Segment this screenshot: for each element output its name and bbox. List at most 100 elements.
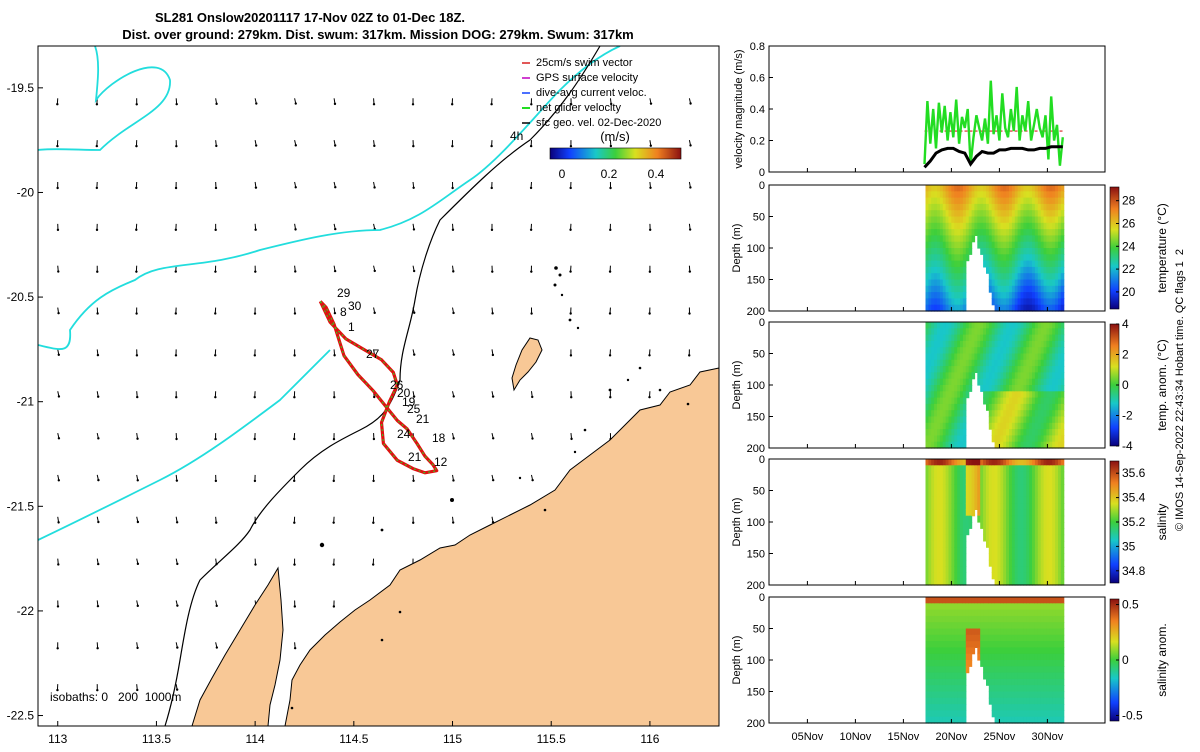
day-label-9: 21: [416, 412, 430, 426]
cell-salinity-276: [963, 560, 967, 567]
cell-salinity-273: [963, 541, 967, 548]
current-arrow-head-111: [333, 354, 335, 356]
current-arrow-head-51: [175, 354, 177, 356]
ytick-label-salinity-anom-1: 50: [753, 624, 765, 636]
panel-cells-temperature: [926, 185, 1065, 312]
colorbar-tick-label-temperature-1: 26: [1122, 216, 1136, 230]
cell-salinity-anom-870: [1061, 635, 1065, 642]
colorbar-tick-label-temperature-3: 22: [1122, 262, 1136, 276]
velocity-ylabel: velocity magnitude (m/s): [733, 49, 745, 168]
cell-salinity-anom-867: [1061, 616, 1065, 623]
current-arrow-head-6: [58, 354, 60, 356]
ytick-label-salinity-anom-3: 150: [747, 687, 765, 699]
current-arrow-head-33: [135, 229, 137, 231]
ytick-label-salinity-anom-4: 200: [747, 718, 765, 730]
current-arrow-head-232: [648, 396, 650, 398]
current-arrow-head-230: [648, 312, 650, 314]
current-arrow-head-41: [137, 563, 139, 565]
map-ytick-label-5: -22: [17, 604, 35, 618]
cell-salinity-anom-881: [1061, 704, 1065, 711]
current-arrow-head-98: [293, 438, 295, 440]
current-arrow-head-170: [491, 312, 493, 314]
current-arrow-head-141: [413, 353, 415, 355]
colorbar-label-salinity-anom: salinity anom.: [1155, 623, 1169, 696]
colorbar-tick-label-salinity-anom-1: 0: [1122, 653, 1129, 667]
current-arrow-head-242: [689, 186, 691, 188]
current-arrow-head-150: [451, 103, 453, 105]
map-colorbar-title: (m/s): [600, 129, 630, 144]
colorbar-tick-label-salinity-3: 35: [1122, 539, 1136, 553]
current-arrow-head-32: [135, 187, 137, 189]
cell-temperature-869: [1061, 217, 1065, 224]
current-arrow-head-96: [293, 354, 295, 356]
cell-salinity-866: [1061, 472, 1065, 479]
ytick-label-salinity-3: 150: [747, 549, 765, 561]
map-xtick-label-5: 115.5: [537, 732, 566, 746]
current-arrow-head-120: [373, 103, 375, 105]
cell-temp-anom-876: [1061, 398, 1065, 405]
cell-salinity-878: [1061, 547, 1065, 554]
current-arrow-head-4: [57, 270, 59, 272]
map-xtick-label-0: 113: [48, 732, 67, 746]
current-arrow-head-45: [175, 103, 177, 105]
cell-temperature-311: [972, 235, 976, 242]
current-arrow-head-92: [295, 186, 297, 188]
current-arrow-head-136: [412, 145, 414, 147]
cell-salinity-anom-876: [1061, 673, 1065, 680]
current-arrow-head-154: [452, 270, 454, 272]
current-arrow-head-93: [294, 228, 296, 230]
current-arrow-head-23: [97, 437, 99, 439]
current-arrow-head-144: [412, 480, 414, 482]
current-arrow-head-16: [96, 145, 98, 147]
current-arrow-head-174: [492, 479, 494, 481]
cell-salinity-867: [1061, 478, 1065, 485]
colorbar-tick-label-salinity-2: 35.2: [1122, 515, 1146, 529]
current-arrow-head-50: [175, 312, 177, 314]
current-arrow-head-26: [97, 563, 99, 565]
vel-ytick-label-0: 0: [759, 167, 765, 179]
current-arrow-head-112: [333, 396, 335, 398]
current-arrow-head-198: [569, 229, 571, 231]
map-ytick-label-6: -22.5: [7, 709, 35, 723]
current-arrow-head-81: [254, 354, 256, 356]
panel-cells-temp-anom: [926, 322, 1065, 449]
cell-temperature-881: [1061, 292, 1065, 299]
current-arrow-head-7: [58, 395, 60, 397]
current-arrow-head-9: [58, 479, 60, 481]
current-arrow-head-10: [57, 521, 59, 523]
colorbar-tick-label-temp-anom-3: -2: [1122, 409, 1133, 423]
cell-salinity-anom-291: [966, 666, 970, 673]
cell-temp-anom-873: [1061, 379, 1065, 386]
current-arrow-head-130: [372, 522, 374, 524]
current-arrow-head-40: [137, 521, 139, 523]
current-arrow-head-187: [531, 396, 533, 398]
current-arrow-head-121: [373, 145, 375, 147]
cell-temperature-277: [963, 292, 967, 299]
current-arrow-head-75: [255, 102, 257, 104]
time-tick-label-5: 30Nov: [1032, 731, 1064, 743]
cell-salinity-anom-872: [1061, 647, 1065, 654]
current-arrow-head-127: [373, 396, 375, 398]
cell-salinity-anom-274: [963, 685, 967, 692]
current-arrow-head-169: [491, 270, 493, 272]
vel-ytick-label-1: 0.2: [750, 136, 765, 148]
current-arrow-head-160: [452, 521, 454, 523]
current-arrow-head-135: [412, 103, 414, 105]
cell-temperature-875: [1061, 254, 1065, 261]
map-xtick-label-2: 114: [246, 732, 265, 746]
current-arrow-head-55: [176, 521, 178, 523]
current-arrow-head-54: [176, 479, 178, 481]
colorbar-tick-label-temp-anom-1: 2: [1122, 348, 1129, 362]
current-arrow-head-244: [689, 270, 691, 272]
cell-salinity-anom-276: [963, 698, 967, 705]
current-arrow-head-226: [650, 145, 652, 147]
current-arrow-head-72: [216, 605, 218, 607]
current-arrow-head-246: [688, 354, 690, 356]
current-arrow-head-106: [334, 144, 336, 146]
current-arrow-head-140: [413, 312, 415, 314]
current-arrow-head-156: [452, 353, 454, 355]
current-arrow-head-28: [96, 647, 98, 649]
time-tick-label-1: 10Nov: [840, 731, 872, 743]
current-arrow-head-185: [530, 312, 532, 314]
